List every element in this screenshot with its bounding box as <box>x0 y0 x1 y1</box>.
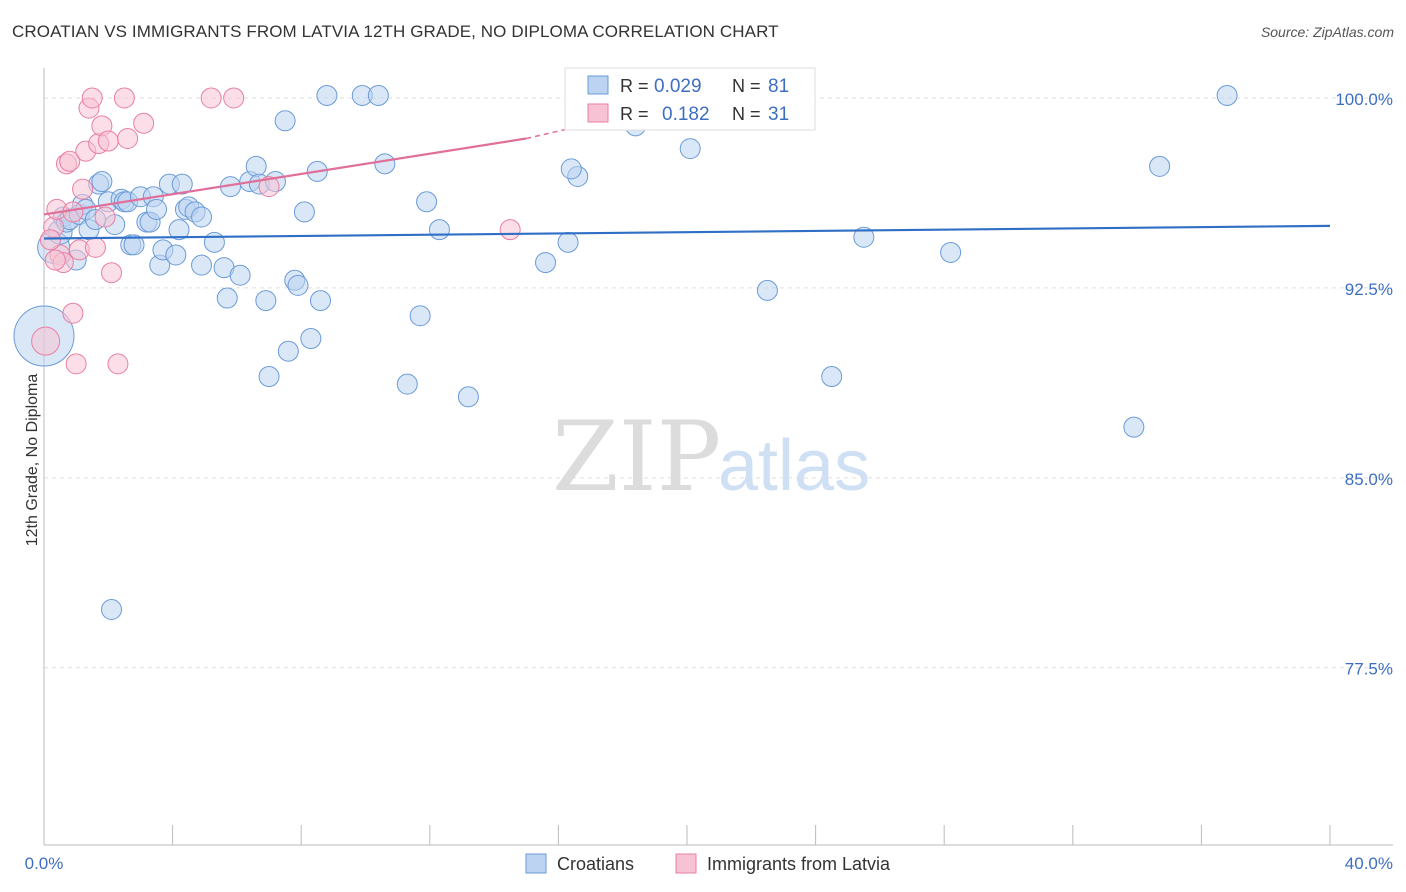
croatians-point <box>91 171 113 193</box>
axes <box>43 68 1393 846</box>
latvia-point <box>84 236 106 258</box>
legend-label-croatians: Croatians <box>557 854 634 874</box>
legend-label-latvia: Immigrants from Latvia <box>707 854 891 874</box>
croatians-point <box>756 279 778 301</box>
latvia-trend-line <box>43 137 527 216</box>
croatians-point <box>679 138 701 160</box>
croatians-point <box>258 366 280 388</box>
latvia-point <box>200 87 222 109</box>
croatians-point <box>416 191 438 213</box>
latvia-point <box>65 353 87 375</box>
latvia-point <box>117 128 139 149</box>
y-tick-label: 85.0% <box>1345 470 1393 489</box>
croatians-point <box>367 84 389 106</box>
y-tick-label: 92.5% <box>1345 280 1393 299</box>
x-tick-labels: 0.0% 40.0% <box>25 854 1393 873</box>
legend-n-label-1: N = <box>732 76 761 96</box>
watermark-atlas: atlas <box>718 426 870 506</box>
croatians-point <box>853 226 875 248</box>
croatians-point <box>171 173 193 195</box>
latvia-point <box>44 249 66 271</box>
croatians-point <box>277 340 299 362</box>
latvia-point <box>101 262 123 284</box>
croatians-point <box>255 290 277 312</box>
watermark-zip: ZIP <box>552 401 721 513</box>
legend-r-label-1: R = <box>620 76 649 96</box>
croatians-point <box>146 198 168 220</box>
latvia-point <box>72 178 94 200</box>
series-latvia <box>31 87 521 375</box>
croatians-point <box>191 206 213 228</box>
latvia-point <box>133 112 155 134</box>
latvia-point <box>59 150 81 172</box>
croatians-point <box>428 219 450 241</box>
latvia-point <box>62 302 84 324</box>
series-croatians <box>13 84 1238 620</box>
latvia-point <box>258 176 280 198</box>
watermark: ZIP atlas <box>552 401 870 513</box>
latvia-point <box>223 87 245 109</box>
y-tick-labels: 100.0% 92.5% 85.0% 77.5% <box>1335 90 1393 679</box>
croatians-point <box>216 287 238 309</box>
croatians-point <box>1216 84 1238 106</box>
croatians-point <box>560 158 582 180</box>
croatians-trend-line <box>43 224 1331 240</box>
latvia-point <box>81 87 103 109</box>
legend-swatch-croatians <box>587 75 609 95</box>
legend-n-label-2: N = <box>732 104 761 124</box>
legend-swatch-latvia <box>587 103 609 123</box>
legend-r-value-croatians: 0.029 <box>654 76 702 97</box>
croatians-point <box>409 305 431 327</box>
croatians-point <box>229 264 251 286</box>
croatians-point <box>1123 416 1145 438</box>
croatians-point <box>457 386 479 408</box>
stats-legend: R = 0.029 N = 81 R = 0.182 N = 31 <box>564 67 816 131</box>
x-tick-label: 0.0% <box>25 854 64 873</box>
y-tick-label: 100.0% <box>1335 90 1393 109</box>
croatians-point <box>300 328 322 350</box>
croatians-point <box>168 219 190 241</box>
latvia-point <box>97 130 119 152</box>
y-tick-label: 77.5% <box>1345 660 1393 679</box>
croatians-point <box>123 234 145 256</box>
croatians-point <box>557 231 579 253</box>
latvia-trend-extension <box>526 128 565 140</box>
croatians-point <box>245 155 267 177</box>
latvia-point <box>31 326 61 356</box>
trend-lines <box>43 128 1331 240</box>
croatians-point <box>274 110 296 132</box>
legend-r-value-latvia: 0.182 <box>662 104 710 125</box>
latvia-point <box>113 87 135 109</box>
croatians-point <box>316 84 338 106</box>
latvia-point <box>499 219 521 241</box>
latvia-point <box>94 206 116 228</box>
croatians-point <box>940 241 962 263</box>
legend-n-value-latvia: 31 <box>768 104 789 125</box>
legend-swatch-bottom-croatians <box>525 853 547 874</box>
croatians-point <box>821 366 843 388</box>
source-label: Source: ZipAtlas.com <box>1260 24 1394 40</box>
croatians-point <box>374 153 396 175</box>
legend-swatch-bottom-latvia <box>675 853 697 874</box>
croatians-point <box>287 274 309 296</box>
croatians-point <box>535 252 557 274</box>
croatians-point <box>309 290 331 312</box>
y-axis-title: 12th Grade, No Diploma <box>24 374 41 547</box>
croatians-point <box>165 244 187 266</box>
legend-n-value-croatians: 81 <box>768 76 789 97</box>
croatians-point <box>101 599 123 620</box>
croatians-point <box>203 231 225 253</box>
latvia-point <box>39 229 61 251</box>
x-tick-label: 40.0% <box>1345 854 1393 873</box>
legend-r-label-2: R = <box>620 104 649 124</box>
croatians-point <box>396 373 418 395</box>
chart-title: CROATIAN VS IMMIGRANTS FROM LATVIA 12TH … <box>12 22 779 41</box>
series-legend: Croatians Immigrants from Latvia <box>525 853 891 874</box>
croatians-point <box>1149 155 1171 177</box>
latvia-point <box>107 353 129 375</box>
croatians-point <box>293 201 315 223</box>
croatians-point <box>191 254 213 276</box>
